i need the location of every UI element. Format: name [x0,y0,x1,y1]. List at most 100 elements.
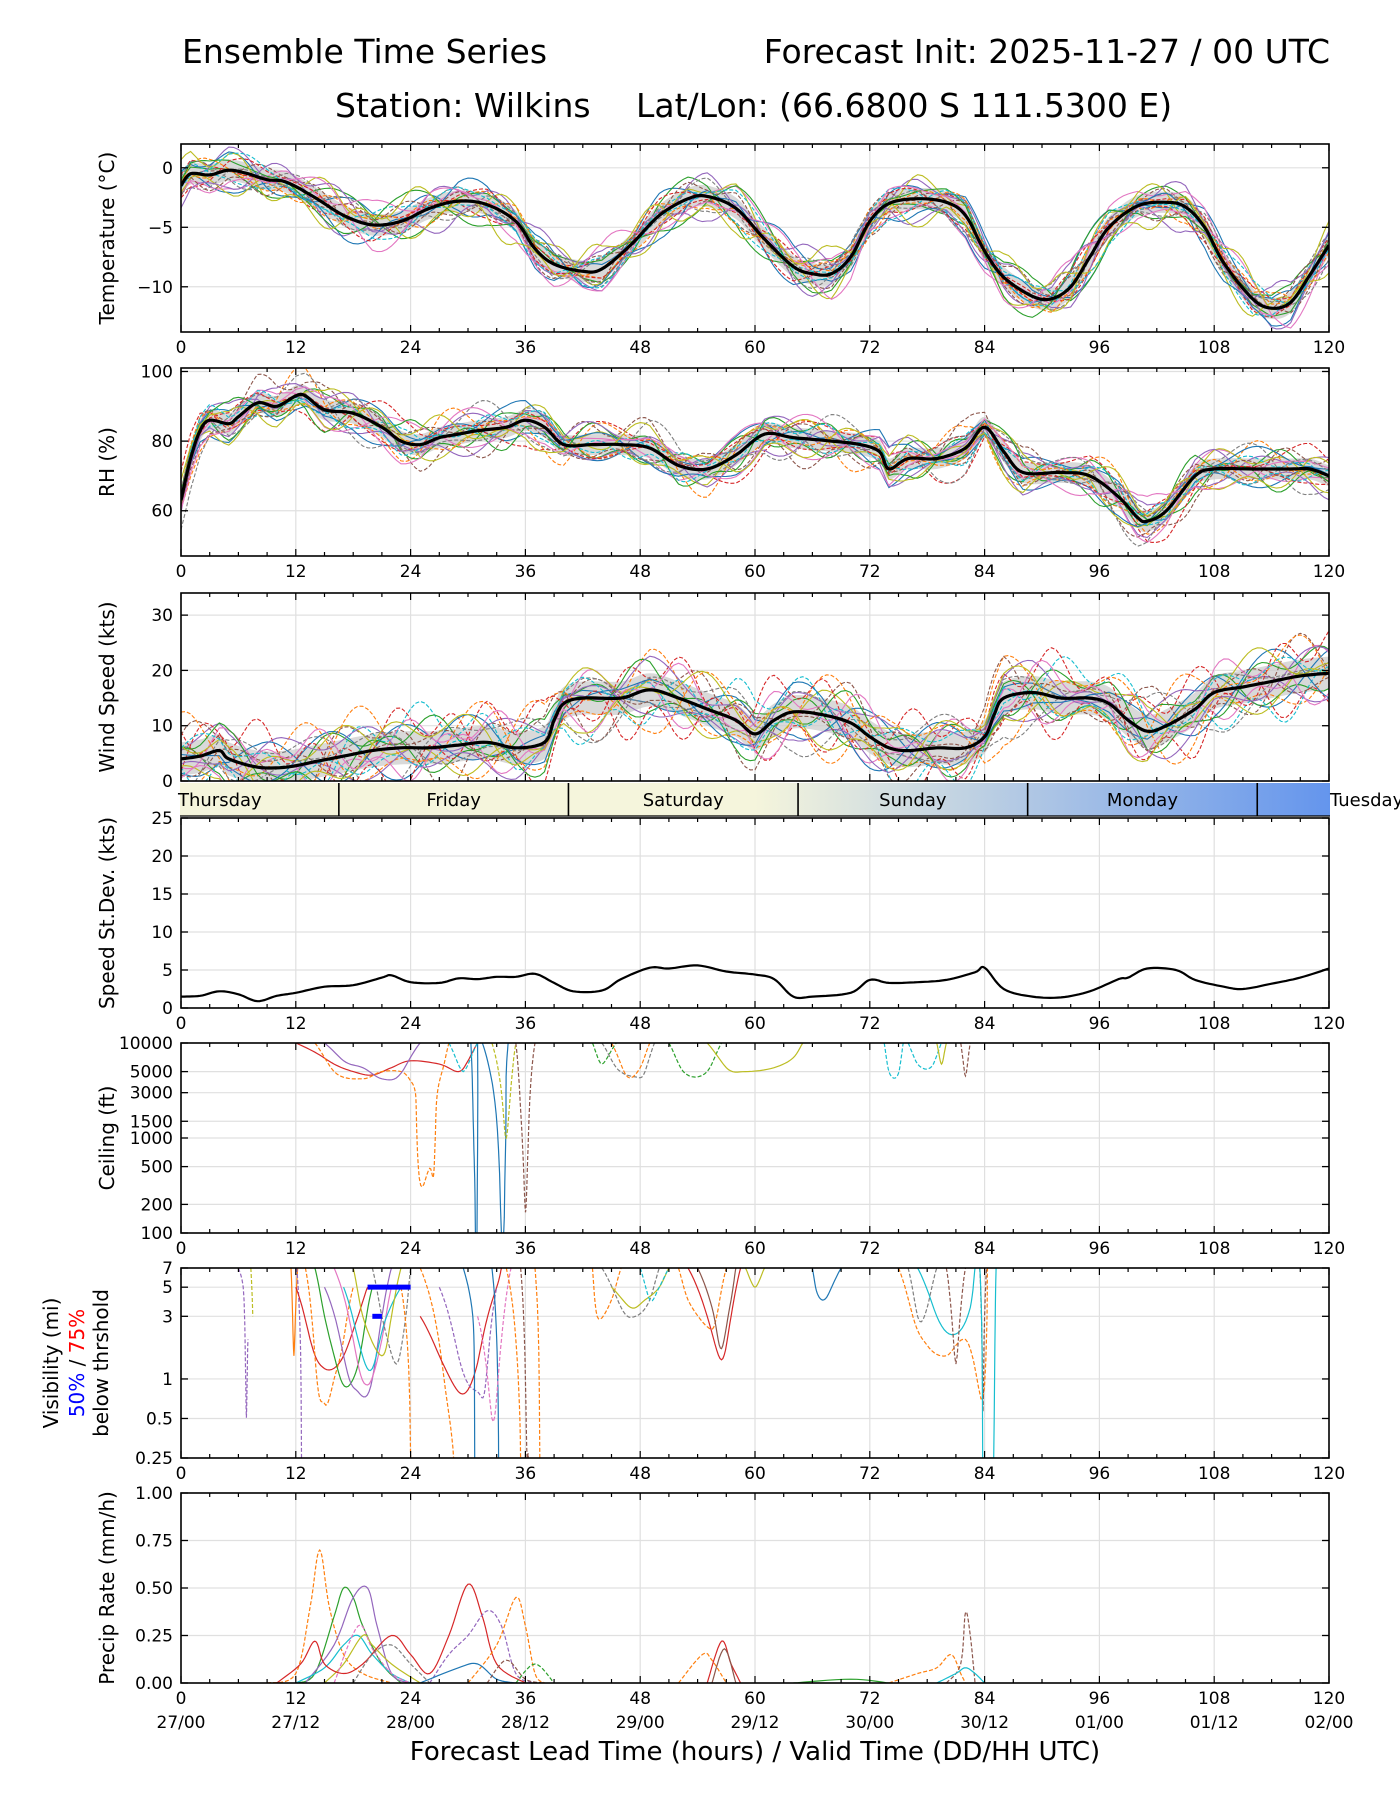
ensemble-member-line [181,656,1329,776]
x-tick-label: 96 [1089,1014,1111,1034]
x-tick-label: 84 [974,338,996,358]
ensemble-member-line [181,386,1329,511]
x-tick-label: 120 [1313,1464,1345,1484]
plot-area-vis [237,1268,997,1458]
x-tick-label: 72 [859,1239,881,1259]
spread-band [181,383,1329,533]
day-label: Monday [1107,790,1178,811]
plot-area-rh [181,368,1329,547]
x-tick-label: 108 [1198,1689,1230,1709]
y-axis-label: Visibility (mi) [39,1298,63,1429]
valid-time-label: 30/12 [960,1713,1009,1733]
ensemble-member-line [400,1287,412,1458]
x-tick-label: 48 [629,338,651,358]
ensemble-member-line [481,1043,509,1233]
ensemble-member-line [687,1268,742,1361]
ensemble-member-line [462,1268,476,1458]
x-tick-label: 84 [974,1014,996,1034]
ensemble-member-line [324,1043,421,1081]
y-tick-label: 7 [162,1259,173,1279]
y-tick-label: 0.50 [135,1579,173,1599]
x-tick-label: 24 [400,1689,422,1709]
ensemble-member-line [181,630,1329,781]
y-tick-label: 1.00 [135,1484,173,1504]
x-tick-label: 108 [1198,562,1230,582]
plot-area-wind [181,630,1329,781]
y-tick-label: 3000 [130,1084,173,1104]
x-tick-label: 96 [1089,562,1111,582]
y-tick-label: 10 [151,717,173,737]
x-tick-label: 120 [1313,562,1345,582]
y-tick-label: 1000 [130,1129,173,1149]
ensemble-member-line [438,1286,498,1399]
y-tick-label: 15 [151,885,173,905]
ensemble-member-line [181,159,1329,318]
ensemble-member-line [515,1043,536,1213]
ensemble-member-line [611,1268,670,1309]
valid-time-label: 01/12 [1190,1713,1239,1733]
x-tick-label: 108 [1198,1239,1230,1259]
ensemble-member-line [591,1268,622,1320]
ensemble-member-line [744,1268,766,1288]
ensemble-member-line [907,1268,938,1323]
x-tick-label: 120 [1313,338,1345,358]
ensemble-member-line [333,1268,393,1386]
ensemble-member-line [936,1043,947,1066]
ensemble-member-line [706,1043,804,1073]
y-tick-label: 200 [141,1195,173,1215]
y-tick-label: 5 [162,961,173,981]
x-tick-label: 120 [1313,1014,1345,1034]
y-tick-label: 500 [141,1158,173,1178]
x-tick-label: 36 [515,338,537,358]
x-tick-label: 36 [515,1014,537,1034]
ensemble-member-line [267,1548,392,1683]
x-tick-label: 96 [1089,1464,1111,1484]
legend-75pct: 75% [65,1309,89,1353]
y-axis-label: Precip Rate (mm/h) [95,1491,119,1685]
y-tick-label: 0.25 [135,1449,173,1469]
y-tick-label: 100 [141,362,173,382]
y-tick-label: 25 [151,809,173,829]
x-tick-label: 84 [974,1464,996,1484]
ensemble-member-line [486,1659,545,1683]
y-tick-label: 3 [162,1307,173,1327]
plot-area-temp [181,146,1329,330]
x-tick-label: 120 [1313,1689,1345,1709]
x-tick-label: 12 [285,1014,307,1034]
plot-area-sd [181,964,1329,1003]
valid-time-label: 27/12 [271,1713,320,1733]
y-tick-label: 5 [162,1278,173,1298]
ensemble-member-line [505,1268,522,1458]
ensemble-member-line [181,150,1329,311]
ensemble-member-line [181,383,1329,513]
legend-separator: / [65,1353,89,1372]
valid-time-label: 28/12 [501,1713,550,1733]
x-tick-label: 60 [744,1689,766,1709]
valid-time-label: 30/00 [845,1713,894,1733]
y-tick-label: 0.00 [135,1674,173,1694]
ensemble-member-line [793,1678,889,1683]
x-axis-label: Forecast Lead Time (hours) / Valid Time … [409,1737,1101,1767]
ensemble-member-line [181,402,1329,517]
y-tick-label: 0 [162,159,173,179]
ensemble-member-line [601,1043,656,1079]
day-label: Saturday [643,790,724,811]
x-tick-label: 12 [285,1464,307,1484]
x-tick-label: 36 [515,1689,537,1709]
ensemble-mean-line [181,168,1329,310]
y-axis-sublabel: below thrshold [89,1289,113,1437]
ensemble-member-line [610,1043,651,1079]
x-tick-label: 72 [859,1014,881,1034]
x-tick-label: 48 [629,1014,651,1034]
y-axis-label: Speed St.Dev. (kts) [95,817,119,1009]
y-tick-label: 60 [151,502,173,522]
ensemble-member-line [304,1585,411,1683]
ensemble-member-line [181,161,1329,317]
y-tick-label: 80 [151,432,173,452]
valid-time-label: 29/00 [616,1713,665,1733]
panel-wind: 0 10 20 30 Wind Speed (kts) [95,592,1330,792]
y-axis-label: Ceiling (ft) [95,1086,119,1191]
x-tick-label: 60 [744,1014,766,1034]
ensemble-member-line [678,1652,727,1683]
x-tick-label: 24 [400,338,422,358]
